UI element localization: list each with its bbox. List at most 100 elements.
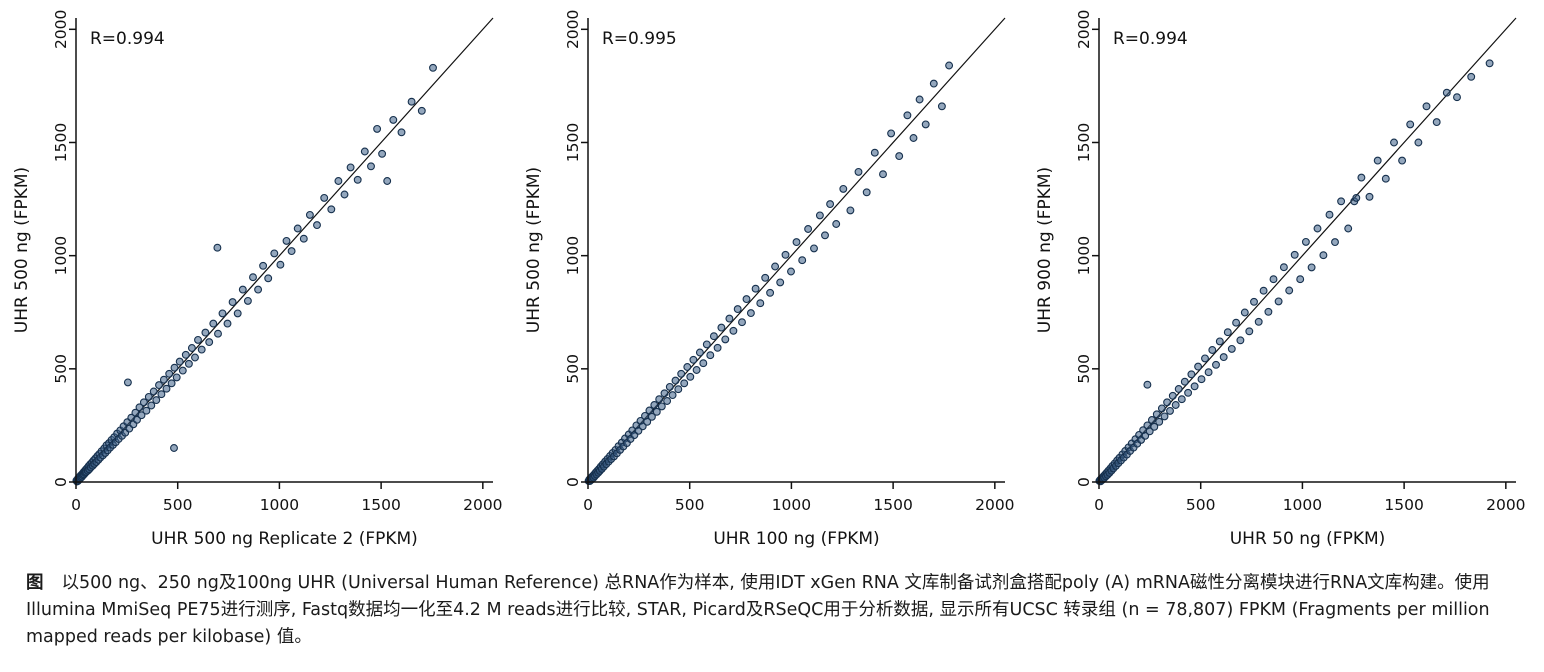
data-point: [209, 319, 218, 328]
data-point: [1406, 120, 1415, 129]
points-layer: [584, 61, 953, 486]
data-point: [201, 328, 210, 337]
data-point: [652, 407, 661, 416]
x-tick-label: 2000: [975, 496, 1014, 514]
x-tick-label: 2000: [463, 496, 502, 514]
data-point: [1331, 238, 1339, 247]
data-point: [170, 363, 179, 372]
data-point: [742, 295, 750, 304]
data-point: [327, 205, 336, 214]
data-point: [937, 102, 946, 111]
data-point: [205, 338, 214, 347]
data-point: [264, 274, 273, 283]
data-point: [1296, 275, 1305, 284]
data-point: [135, 403, 144, 412]
data-point: [831, 220, 840, 228]
data-point: [1145, 427, 1154, 436]
x-tick-label: 1000: [260, 496, 299, 514]
data-point: [825, 200, 834, 209]
data-point: [1143, 380, 1152, 389]
data-point: [1432, 118, 1441, 127]
y-tick-label: 0: [1075, 477, 1093, 487]
data-point: [682, 363, 691, 371]
data-point: [417, 106, 426, 115]
data-point: [254, 285, 263, 294]
data-point: [676, 369, 685, 378]
data-point: [809, 244, 818, 253]
data-point: [1166, 406, 1174, 415]
data-point: [149, 387, 158, 396]
data-point: [929, 79, 938, 88]
points-layer: [1095, 59, 1494, 486]
data-point: [287, 247, 296, 256]
data-point: [373, 124, 382, 133]
data-point: [142, 406, 151, 415]
data-point: [360, 147, 369, 156]
data-point: [305, 210, 314, 219]
data-point: [270, 249, 279, 258]
caption-text: 以500 ng、250 ng及100ng UHR (Universal Huma…: [26, 573, 1490, 648]
data-point: [152, 396, 161, 405]
r-value-label: R=0.995: [602, 29, 677, 49]
y-tick-label: 500: [564, 354, 582, 384]
data-point: [1390, 138, 1398, 147]
data-point: [1180, 377, 1189, 386]
data-point: [679, 379, 688, 388]
charts-row: 0 0 500 500 1000 1000 1500 1500 2000 2000 UHR 500 …: [12, 10, 1526, 549]
data-point: [383, 177, 392, 185]
data-point: [191, 353, 199, 362]
data-point: [1398, 156, 1407, 165]
data-point: [1157, 404, 1166, 413]
data-point: [886, 129, 895, 138]
data-point: [1152, 410, 1161, 419]
y-tick-label: 2000: [52, 10, 70, 49]
r-value-label: R=0.994: [90, 29, 165, 49]
data-point: [1254, 317, 1263, 326]
data-point: [223, 319, 232, 328]
scatter-chart-svg: 00 500 500 1000 1000 1500 1500 2000 2000 UHR 500 …: [12, 10, 503, 549]
data-point: [647, 412, 656, 421]
data-point: [668, 391, 677, 400]
data-point: [737, 318, 746, 327]
data-point: [1219, 353, 1228, 362]
data-point: [1141, 431, 1150, 440]
data-point: [259, 261, 268, 270]
scatter-chart-svg: 00 500 500 1000 1000 1500 1500 2000 2000 UHR 50 n…: [1035, 10, 1526, 549]
data-point: [792, 238, 800, 247]
data-point: [123, 378, 132, 387]
data-point: [155, 381, 163, 390]
data-point: [713, 343, 722, 352]
data-point: [803, 225, 812, 233]
x-tick-label: 500: [163, 496, 193, 514]
data-point: [1240, 308, 1249, 317]
data-point: [133, 415, 141, 424]
data-point: [1190, 382, 1199, 391]
data-point: [654, 395, 663, 404]
data-point: [760, 273, 769, 282]
data-point: [685, 372, 694, 381]
data-point: [728, 326, 737, 335]
data-point: [1163, 398, 1172, 407]
data-point: [243, 296, 252, 305]
scatter-chart-svg: 00 500 500 1000 1000 1500 1500 2000 2000 UHR 100 …: [524, 10, 1015, 549]
data-point: [1155, 417, 1164, 426]
y-axis-label: UHR 500 ng (FPKM): [12, 167, 32, 333]
data-point: [702, 340, 711, 349]
data-point: [1184, 388, 1193, 397]
data-point: [181, 350, 190, 359]
y-tick-label: 2000: [564, 10, 582, 49]
data-point: [293, 224, 302, 233]
data-point: [313, 221, 321, 230]
data-point: [378, 149, 387, 158]
data-point: [397, 128, 406, 137]
y-tick-label: 1500: [52, 123, 70, 162]
data-point: [1168, 391, 1177, 400]
data-point: [688, 355, 697, 364]
y-tick-label: 1000: [52, 236, 70, 275]
data-point: [147, 401, 156, 410]
y-tick-label: 1500: [564, 123, 582, 162]
data-point: [184, 359, 193, 368]
identity-line: [1098, 17, 1517, 483]
data-point: [1147, 416, 1156, 424]
data-point: [1285, 286, 1294, 295]
